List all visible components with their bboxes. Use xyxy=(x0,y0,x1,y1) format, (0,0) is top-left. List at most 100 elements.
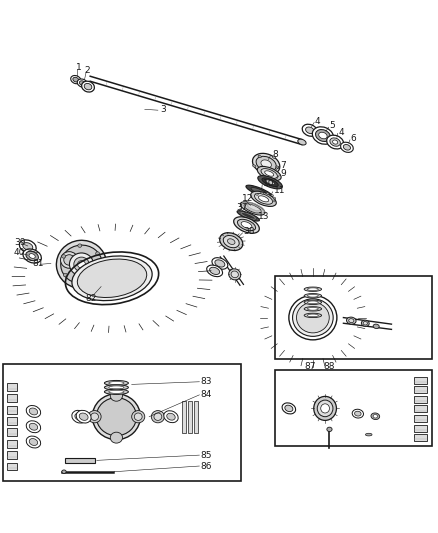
Ellipse shape xyxy=(352,409,364,418)
Ellipse shape xyxy=(23,243,33,250)
Ellipse shape xyxy=(134,413,142,421)
Ellipse shape xyxy=(276,166,279,168)
Ellipse shape xyxy=(252,154,280,174)
Ellipse shape xyxy=(373,415,378,418)
Ellipse shape xyxy=(307,294,318,297)
Bar xyxy=(182,400,186,433)
Bar xyxy=(7,383,17,391)
Text: 7: 7 xyxy=(280,161,286,169)
Ellipse shape xyxy=(251,188,267,195)
Ellipse shape xyxy=(96,398,137,435)
Ellipse shape xyxy=(255,193,258,195)
Ellipse shape xyxy=(79,81,85,85)
Text: 82: 82 xyxy=(86,294,97,303)
Ellipse shape xyxy=(95,252,99,255)
Text: 3: 3 xyxy=(160,105,166,114)
Text: 39: 39 xyxy=(14,238,25,247)
Ellipse shape xyxy=(72,410,87,423)
Bar xyxy=(194,400,198,433)
Ellipse shape xyxy=(212,257,228,269)
Ellipse shape xyxy=(109,386,124,389)
Ellipse shape xyxy=(110,390,123,401)
Ellipse shape xyxy=(349,319,354,322)
Ellipse shape xyxy=(240,202,265,215)
Ellipse shape xyxy=(79,413,88,421)
Text: 38: 38 xyxy=(243,227,254,236)
Text: 5: 5 xyxy=(329,122,335,131)
Ellipse shape xyxy=(61,245,102,284)
Ellipse shape xyxy=(62,470,66,473)
Ellipse shape xyxy=(264,172,267,174)
Ellipse shape xyxy=(29,254,35,259)
Ellipse shape xyxy=(330,138,340,146)
Ellipse shape xyxy=(64,255,75,265)
Ellipse shape xyxy=(297,302,329,333)
Ellipse shape xyxy=(88,410,101,423)
Ellipse shape xyxy=(273,197,276,199)
Ellipse shape xyxy=(104,381,128,386)
Ellipse shape xyxy=(215,260,225,267)
Bar xyxy=(7,451,17,459)
Text: 8: 8 xyxy=(273,150,279,159)
Text: 81: 81 xyxy=(32,259,44,268)
Bar xyxy=(414,425,427,432)
Ellipse shape xyxy=(75,413,84,421)
Ellipse shape xyxy=(29,439,38,446)
Ellipse shape xyxy=(282,403,296,414)
Ellipse shape xyxy=(254,193,272,204)
Ellipse shape xyxy=(304,300,321,304)
Ellipse shape xyxy=(223,236,239,248)
Text: 10: 10 xyxy=(263,179,274,188)
Ellipse shape xyxy=(272,156,276,158)
Ellipse shape xyxy=(210,267,219,274)
Bar xyxy=(414,386,427,393)
Text: 9: 9 xyxy=(280,169,286,179)
Ellipse shape xyxy=(307,288,318,290)
Ellipse shape xyxy=(64,273,67,277)
Ellipse shape xyxy=(256,156,276,172)
Ellipse shape xyxy=(298,139,306,145)
Ellipse shape xyxy=(343,144,350,150)
Ellipse shape xyxy=(321,404,329,413)
Ellipse shape xyxy=(167,413,175,420)
Ellipse shape xyxy=(272,200,275,202)
Ellipse shape xyxy=(229,269,241,280)
Ellipse shape xyxy=(26,421,41,433)
Ellipse shape xyxy=(62,255,66,258)
Ellipse shape xyxy=(265,171,274,176)
Ellipse shape xyxy=(104,389,128,394)
Ellipse shape xyxy=(227,239,235,245)
Ellipse shape xyxy=(319,132,327,139)
Ellipse shape xyxy=(19,240,36,253)
Ellipse shape xyxy=(57,240,106,288)
Ellipse shape xyxy=(312,127,333,144)
Ellipse shape xyxy=(373,324,379,328)
Ellipse shape xyxy=(327,427,332,432)
Ellipse shape xyxy=(251,191,276,206)
Bar xyxy=(414,434,427,441)
Bar xyxy=(3,364,241,481)
Ellipse shape xyxy=(93,263,104,272)
Ellipse shape xyxy=(77,79,88,87)
Ellipse shape xyxy=(302,124,318,136)
Ellipse shape xyxy=(246,185,272,198)
Bar xyxy=(414,376,427,384)
Ellipse shape xyxy=(262,178,278,187)
Ellipse shape xyxy=(26,406,41,417)
Bar xyxy=(7,440,17,448)
Ellipse shape xyxy=(151,410,164,423)
Ellipse shape xyxy=(363,321,367,325)
Ellipse shape xyxy=(26,251,39,261)
Text: 83: 83 xyxy=(201,377,212,386)
Ellipse shape xyxy=(231,271,238,278)
Ellipse shape xyxy=(78,259,147,297)
Ellipse shape xyxy=(234,217,259,233)
Ellipse shape xyxy=(306,127,314,134)
Bar xyxy=(188,400,192,433)
Text: 40: 40 xyxy=(14,248,25,257)
Ellipse shape xyxy=(237,219,256,231)
Ellipse shape xyxy=(341,142,353,152)
Ellipse shape xyxy=(237,211,259,221)
Ellipse shape xyxy=(71,76,81,84)
Bar xyxy=(65,458,95,463)
